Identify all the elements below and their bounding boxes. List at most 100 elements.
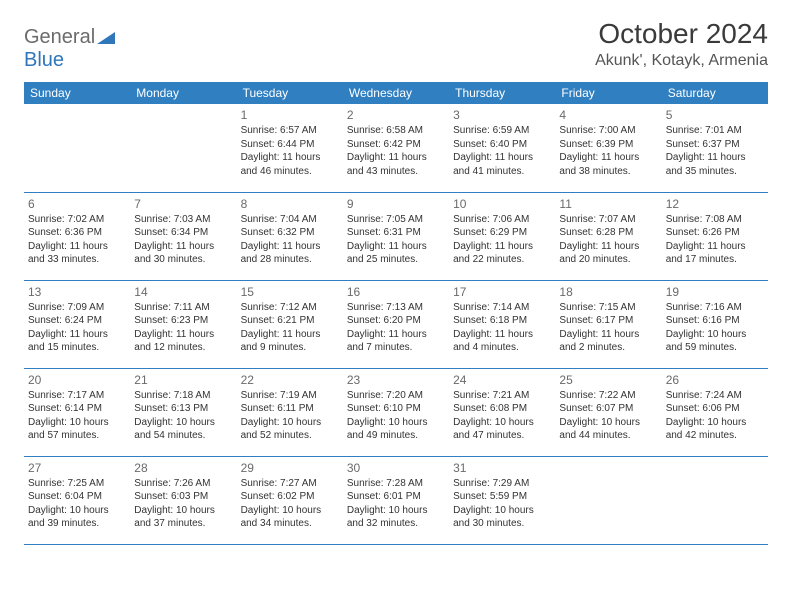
daylight-text: Daylight: 10 hours and 47 minutes. (453, 416, 551, 443)
sunrise-text: Sunrise: 7:26 AM (134, 477, 232, 491)
sunset-text: Sunset: 6:37 PM (666, 138, 764, 152)
sunset-text: Sunset: 6:26 PM (666, 226, 764, 240)
calendar-day-cell: 29Sunrise: 7:27 AMSunset: 6:02 PMDayligh… (237, 456, 343, 544)
calendar-week-row: 27Sunrise: 7:25 AMSunset: 6:04 PMDayligh… (24, 456, 768, 544)
daylight-text: Daylight: 10 hours and 59 minutes. (666, 328, 764, 355)
sunrise-text: Sunrise: 7:27 AM (241, 477, 339, 491)
sunset-text: Sunset: 6:17 PM (559, 314, 657, 328)
sunrise-text: Sunrise: 7:07 AM (559, 213, 657, 227)
page-header: GeneralBlue October 2024 Akunk', Kotayk,… (24, 18, 768, 72)
calendar-day-cell: 27Sunrise: 7:25 AMSunset: 6:04 PMDayligh… (24, 456, 130, 544)
daylight-text: Daylight: 10 hours and 39 minutes. (28, 504, 126, 531)
day-number: 13 (28, 284, 126, 300)
day-number: 20 (28, 372, 126, 388)
sunrise-text: Sunrise: 7:28 AM (347, 477, 445, 491)
calendar-day-cell (555, 456, 661, 544)
calendar-day-cell (24, 104, 130, 192)
daylight-text: Daylight: 10 hours and 34 minutes. (241, 504, 339, 531)
day-number: 10 (453, 196, 551, 212)
daylight-text: Daylight: 11 hours and 20 minutes. (559, 240, 657, 267)
sunset-text: Sunset: 6:31 PM (347, 226, 445, 240)
calendar-day-cell: 11Sunrise: 7:07 AMSunset: 6:28 PMDayligh… (555, 192, 661, 280)
day-number: 21 (134, 372, 232, 388)
sunrise-text: Sunrise: 6:57 AM (241, 124, 339, 138)
calendar-week-row: 13Sunrise: 7:09 AMSunset: 6:24 PMDayligh… (24, 280, 768, 368)
day-number: 14 (134, 284, 232, 300)
day-number: 7 (134, 196, 232, 212)
sunset-text: Sunset: 6:03 PM (134, 490, 232, 504)
daylight-text: Daylight: 11 hours and 46 minutes. (241, 151, 339, 178)
sunrise-text: Sunrise: 7:13 AM (347, 301, 445, 315)
calendar-day-cell: 25Sunrise: 7:22 AMSunset: 6:07 PMDayligh… (555, 368, 661, 456)
sunset-text: Sunset: 6:10 PM (347, 402, 445, 416)
daylight-text: Daylight: 10 hours and 54 minutes. (134, 416, 232, 443)
calendar-day-cell (662, 456, 768, 544)
daylight-text: Daylight: 11 hours and 30 minutes. (134, 240, 232, 267)
calendar-day-cell: 7Sunrise: 7:03 AMSunset: 6:34 PMDaylight… (130, 192, 236, 280)
calendar-day-cell: 14Sunrise: 7:11 AMSunset: 6:23 PMDayligh… (130, 280, 236, 368)
sunrise-text: Sunrise: 7:03 AM (134, 213, 232, 227)
page-title: October 2024 (595, 18, 768, 50)
sunset-text: Sunset: 6:20 PM (347, 314, 445, 328)
daylight-text: Daylight: 11 hours and 4 minutes. (453, 328, 551, 355)
sunrise-text: Sunrise: 7:16 AM (666, 301, 764, 315)
sunrise-text: Sunrise: 7:04 AM (241, 213, 339, 227)
calendar-day-cell: 30Sunrise: 7:28 AMSunset: 6:01 PMDayligh… (343, 456, 449, 544)
sunset-text: Sunset: 6:32 PM (241, 226, 339, 240)
calendar-page: GeneralBlue October 2024 Akunk', Kotayk,… (0, 0, 792, 563)
sunset-text: Sunset: 6:16 PM (666, 314, 764, 328)
daylight-text: Daylight: 10 hours and 37 minutes. (134, 504, 232, 531)
sunset-text: Sunset: 6:40 PM (453, 138, 551, 152)
sunset-text: Sunset: 6:39 PM (559, 138, 657, 152)
calendar-day-cell: 8Sunrise: 7:04 AMSunset: 6:32 PMDaylight… (237, 192, 343, 280)
daylight-text: Daylight: 11 hours and 28 minutes. (241, 240, 339, 267)
calendar-day-cell: 18Sunrise: 7:15 AMSunset: 6:17 PMDayligh… (555, 280, 661, 368)
daylight-text: Daylight: 11 hours and 41 minutes. (453, 151, 551, 178)
day-number: 5 (666, 107, 764, 123)
day-number: 17 (453, 284, 551, 300)
daylight-text: Daylight: 11 hours and 35 minutes. (666, 151, 764, 178)
calendar-week-row: 1Sunrise: 6:57 AMSunset: 6:44 PMDaylight… (24, 104, 768, 192)
sunset-text: Sunset: 6:24 PM (28, 314, 126, 328)
weekday-header: Monday (130, 82, 236, 104)
weekday-header: Saturday (662, 82, 768, 104)
day-number: 3 (453, 107, 551, 123)
day-number: 4 (559, 107, 657, 123)
calendar-week-row: 20Sunrise: 7:17 AMSunset: 6:14 PMDayligh… (24, 368, 768, 456)
sunset-text: Sunset: 6:14 PM (28, 402, 126, 416)
calendar-day-cell: 26Sunrise: 7:24 AMSunset: 6:06 PMDayligh… (662, 368, 768, 456)
calendar-day-cell: 2Sunrise: 6:58 AMSunset: 6:42 PMDaylight… (343, 104, 449, 192)
calendar-day-cell: 19Sunrise: 7:16 AMSunset: 6:16 PMDayligh… (662, 280, 768, 368)
daylight-text: Daylight: 11 hours and 2 minutes. (559, 328, 657, 355)
sunrise-text: Sunrise: 7:02 AM (28, 213, 126, 227)
weekday-header: Sunday (24, 82, 130, 104)
weekday-header: Tuesday (237, 82, 343, 104)
day-number: 19 (666, 284, 764, 300)
sunrise-text: Sunrise: 7:06 AM (453, 213, 551, 227)
sunrise-text: Sunrise: 7:12 AM (241, 301, 339, 315)
calendar-day-cell (130, 104, 236, 192)
sunset-text: Sunset: 6:23 PM (134, 314, 232, 328)
calendar-day-cell: 28Sunrise: 7:26 AMSunset: 6:03 PMDayligh… (130, 456, 236, 544)
sunrise-text: Sunrise: 7:29 AM (453, 477, 551, 491)
sunrise-text: Sunrise: 7:25 AM (28, 477, 126, 491)
day-number: 22 (241, 372, 339, 388)
sunset-text: Sunset: 6:29 PM (453, 226, 551, 240)
calendar-day-cell: 1Sunrise: 6:57 AMSunset: 6:44 PMDaylight… (237, 104, 343, 192)
sunset-text: Sunset: 6:42 PM (347, 138, 445, 152)
day-number: 25 (559, 372, 657, 388)
sunrise-text: Sunrise: 7:05 AM (347, 213, 445, 227)
calendar-day-cell: 12Sunrise: 7:08 AMSunset: 6:26 PMDayligh… (662, 192, 768, 280)
sunset-text: Sunset: 6:01 PM (347, 490, 445, 504)
sunrise-text: Sunrise: 7:14 AM (453, 301, 551, 315)
logo-triangle-icon (97, 30, 117, 44)
daylight-text: Daylight: 11 hours and 43 minutes. (347, 151, 445, 178)
day-number: 18 (559, 284, 657, 300)
calendar-day-cell: 31Sunrise: 7:29 AMSunset: 5:59 PMDayligh… (449, 456, 555, 544)
calendar-day-cell: 13Sunrise: 7:09 AMSunset: 6:24 PMDayligh… (24, 280, 130, 368)
sunrise-text: Sunrise: 7:11 AM (134, 301, 232, 315)
daylight-text: Daylight: 11 hours and 12 minutes. (134, 328, 232, 355)
sunset-text: Sunset: 6:44 PM (241, 138, 339, 152)
weekday-header: Thursday (449, 82, 555, 104)
daylight-text: Daylight: 11 hours and 15 minutes. (28, 328, 126, 355)
